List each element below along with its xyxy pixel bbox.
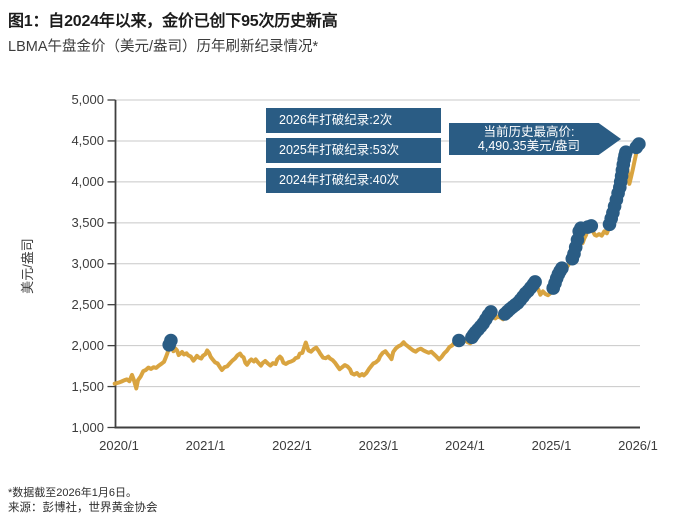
source-line: 来源：彭博社，世界黄金协会 — [8, 502, 158, 514]
y-axis-title: 美元/盎司 — [20, 238, 35, 294]
figure-title: 图1：自2024年以来，金价已创下95次历史新高 — [8, 13, 338, 30]
record-high-callout-label: 当前历史最高价: — [483, 125, 575, 139]
record-count-2026-box: 2026年打破纪录:2次 — [266, 108, 441, 133]
record-high-dot — [452, 333, 466, 348]
record-high-dot — [528, 275, 542, 289]
footnote: *数据截至2026年1月6日。 — [8, 487, 137, 499]
record-high-dot — [584, 219, 599, 233]
figure-subtitle: LBMA午盘金价（美元/盎司）历年刷新纪录情况* — [8, 39, 319, 55]
record-count-2025-box: 2025年打破纪录:53次 — [266, 138, 441, 163]
record-count-2024-box: 2024年打破纪录:40次 — [266, 168, 441, 193]
record-high-callout-value: 4,490.35美元/盎司 — [477, 139, 581, 153]
record-high-callout: 当前历史最高价: 4,490.35美元/盎司 — [449, 123, 621, 155]
record-high-dot — [555, 261, 569, 276]
record-high-dot — [164, 333, 178, 348]
record-high-dot — [632, 137, 646, 151]
record-high-dot — [484, 305, 498, 319]
record-high-dot — [619, 145, 633, 159]
